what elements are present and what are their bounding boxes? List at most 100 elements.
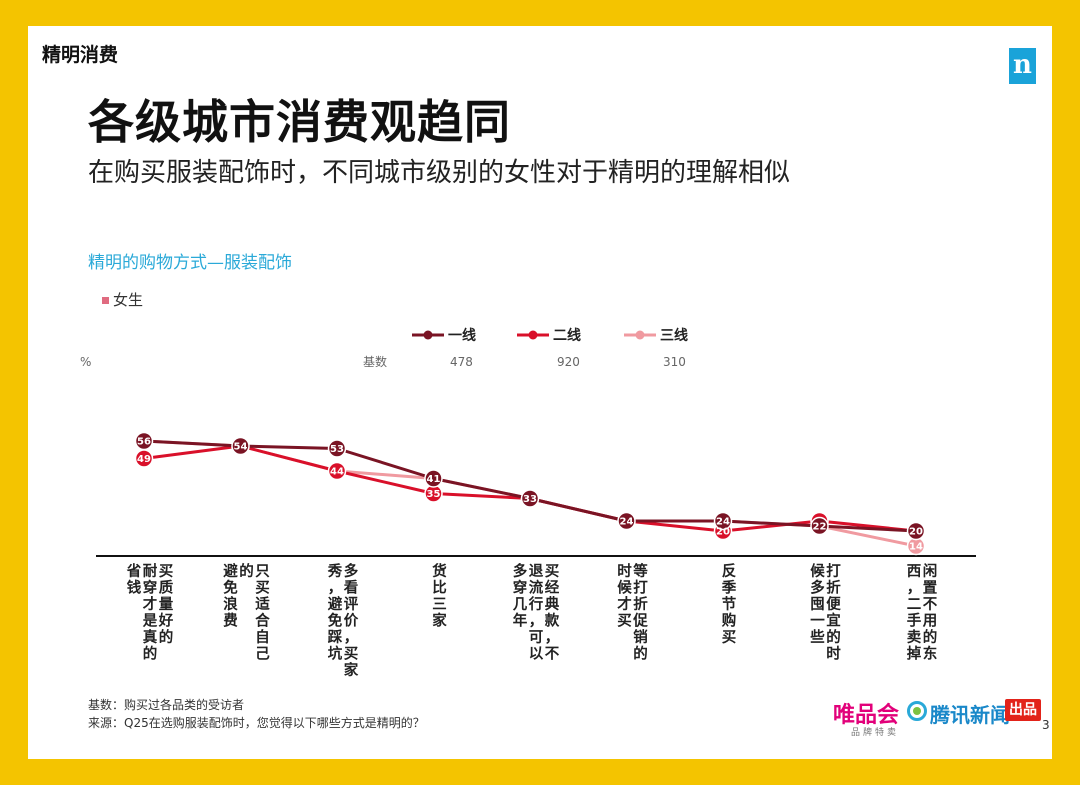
data-label-1: 56 <box>137 437 151 448</box>
category-label-3-1-2: 看 <box>344 580 359 597</box>
data-label-lower-4: 35 <box>427 489 441 500</box>
category-label-5-3-4: 年 <box>513 612 528 630</box>
unit-label: % <box>80 355 91 369</box>
category-label-8-2-3: 囤 <box>810 596 825 613</box>
category-label-9-1-3: 不 <box>923 596 938 613</box>
category-label-2-3-3: 浪 <box>223 595 238 613</box>
series-1-point-7 <box>713 511 733 531</box>
category-label-6-2-1: 时 <box>617 563 632 580</box>
vip-logo: 唯品会 <box>833 703 900 728</box>
category-label-8-2-1: 候 <box>810 562 825 580</box>
category-label-5-1-3: 典 <box>545 595 560 613</box>
category-label-4-1-1: 货 <box>432 562 447 580</box>
slide: 精明消费 n 各级城市消费观趋同 在购买服装配饰时，不同城市级别的女性对于精明的… <box>28 26 1052 759</box>
data-label-lower-1: 49 <box>137 454 151 465</box>
vip-tagline: 品牌特卖 <box>851 728 900 738</box>
series-2-point-3 <box>327 461 347 481</box>
category-label-4-1-4: 家 <box>432 612 447 630</box>
category-label-2-2-1: 的 <box>239 562 254 580</box>
category-label-2-3-2: 免 <box>223 579 238 597</box>
data-label-7: 24 <box>716 517 730 528</box>
category-label-3-1-5: ， <box>344 630 359 646</box>
category-label-5-3-3: 几 <box>513 596 528 613</box>
data-label-9: 20 <box>909 527 923 538</box>
category-label-5-1-5: ， <box>545 630 560 646</box>
category-label-3-2-6: 坑 <box>328 645 343 663</box>
category-label-1-2-4: 是 <box>142 613 158 630</box>
brand-footer: 唯品会 品牌特卖 腾讯新闻 出品 <box>833 697 1043 747</box>
category-label-4-1-3: 三 <box>432 597 447 613</box>
category-label-8-1-1: 打 <box>826 562 841 580</box>
category-label-1-2-1: 耐 <box>143 562 158 580</box>
category-label-2-1-5: 自 <box>255 628 270 646</box>
category-label-3-2-2: ， <box>328 581 343 597</box>
category-label-7-1-1: 反 <box>722 563 737 580</box>
category-label-6-2-3: 才 <box>617 595 632 613</box>
category-label-1-2-5: 真 <box>143 628 158 646</box>
category-label-5-2-6: 以 <box>529 646 544 663</box>
category-label-2-1-4: 合 <box>254 612 270 630</box>
data-label-3: 53 <box>330 444 344 455</box>
base-note: 基数：购买过各品类的受访者 <box>88 698 245 712</box>
series-1-point-1 <box>134 431 154 451</box>
category-label-9-1-6: 东 <box>923 645 938 663</box>
category-label-2-1-2: 买 <box>255 580 270 597</box>
base-label: 基数 <box>363 354 387 369</box>
gender-legend: 女生 <box>102 289 143 310</box>
series-1-point-4 <box>424 469 443 488</box>
series-line-2 <box>143 444 917 533</box>
category-label-8-1-6: 时 <box>826 646 841 663</box>
category-label-1-1-4: 好 <box>158 612 174 630</box>
category-label-9-1-5: 的 <box>923 628 938 646</box>
category-label-2-3-1: 避 <box>223 562 238 580</box>
category-label-6-1-5: 销 <box>633 628 648 646</box>
category-label-1-2-2: 穿 <box>143 579 158 597</box>
category-label-8-1-3: 便 <box>826 595 841 613</box>
category-label-1-1-2: 质 <box>159 579 174 597</box>
legend-marker-2 <box>528 330 538 340</box>
category-label-3-2-3: 避 <box>328 595 343 613</box>
category-label-8-1-4: 宜 <box>826 612 841 630</box>
category-label-3-1-7: 家 <box>344 661 359 679</box>
category-label-9-2-4: 手 <box>907 612 922 630</box>
category-label-9-2-5: 卖 <box>907 629 922 646</box>
legend-label-1: 一线 <box>448 327 476 344</box>
base-count-2: 920 <box>557 355 580 369</box>
series-1-point-6 <box>617 511 636 531</box>
gender-swatch-icon <box>102 297 109 304</box>
category-label-9-1-2: 置 <box>923 580 938 597</box>
chart-title: 精明的购物方式—服装配饰 <box>88 253 292 273</box>
tencent-news-icon <box>907 701 927 721</box>
data-label-2: 54 <box>234 442 248 453</box>
data-label-4: 41 <box>427 474 441 485</box>
category-label-1-3-1: 省 <box>126 562 142 580</box>
data-label-6: 24 <box>620 517 634 528</box>
category-label-3-1-1: 多 <box>344 562 359 580</box>
category-label-7-1-5: 买 <box>722 629 737 646</box>
category-label-3-2-1: 秀 <box>327 562 343 580</box>
section-label: 精明消费 <box>42 44 119 66</box>
category-label-9-1-4: 用 <box>923 613 938 630</box>
category-label-6-1-2: 打 <box>633 579 648 597</box>
category-label-9-2-3: 二 <box>907 597 922 613</box>
source-note: 来源：Q25在选购服装配饰时，您觉得以下哪些方式是精明的？ <box>88 716 425 730</box>
data-label-lower-9: 14 <box>909 542 923 553</box>
page-number: 3 <box>1042 718 1050 732</box>
category-label-6-2-4: 买 <box>617 613 632 630</box>
category-label-2-3-4: 费 <box>223 612 238 630</box>
category-label-3-1-4: 价 <box>344 613 359 630</box>
category-label-9-2-6: 掉 <box>907 646 922 663</box>
data-label-8: 22 <box>813 522 827 533</box>
category-label-5-3-1: 多 <box>513 562 528 580</box>
category-label-5-2-5: 可 <box>529 629 544 646</box>
series-line-1 <box>143 439 917 533</box>
category-label-6-1-4: 促 <box>632 612 648 630</box>
tencent-news-logo: 腾讯新闻 <box>930 703 1010 727</box>
legend-marker-1 <box>423 330 433 340</box>
page-title: 各级城市消费观趋同 <box>88 95 511 149</box>
category-label-3-2-5: 踩 <box>328 629 343 646</box>
category-label-1-1-1: 买 <box>159 563 174 580</box>
category-label-1-1-5: 的 <box>159 628 174 646</box>
data-label-lower-7: 20 <box>716 527 730 538</box>
category-label-2-1-6: 己 <box>255 646 270 663</box>
